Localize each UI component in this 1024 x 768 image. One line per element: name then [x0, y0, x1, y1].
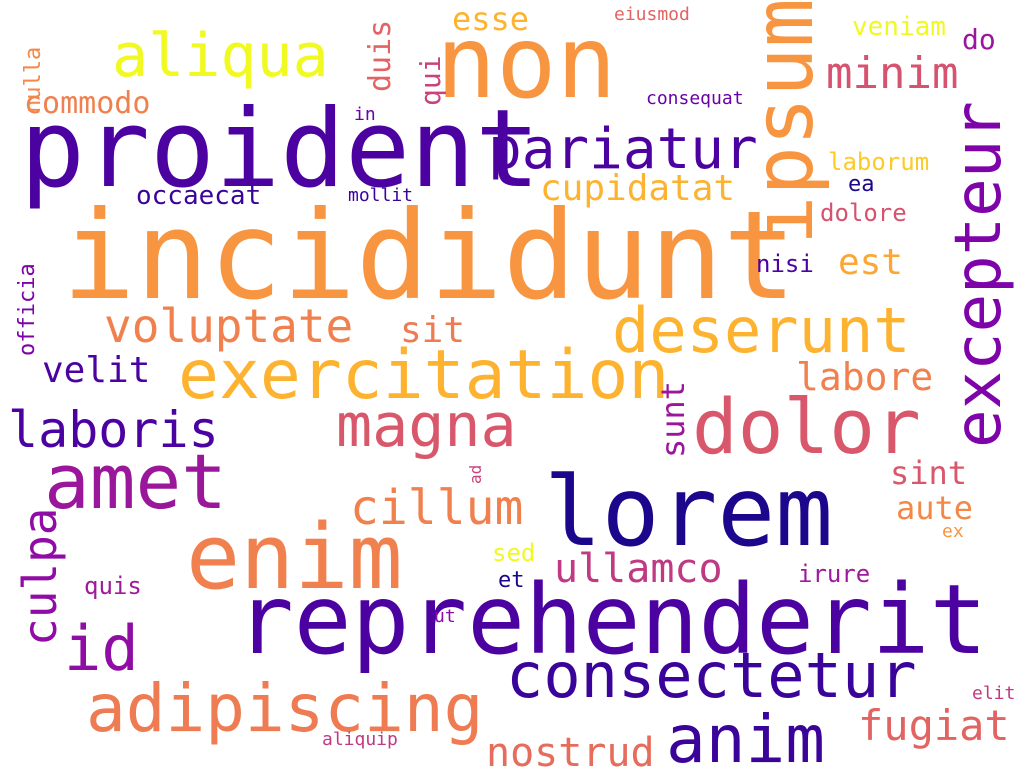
word-culpa: culpa — [13, 508, 67, 646]
word-exercitation: exercitation — [178, 336, 669, 415]
word-laborum: laborum — [828, 148, 929, 176]
word-enim: enim — [186, 505, 403, 610]
word-dolor: dolor — [692, 382, 921, 471]
word-velit: velit — [42, 350, 150, 391]
word-occaecat: occaecat — [136, 181, 261, 211]
word-reprehenderit: reprehenderit — [236, 564, 987, 676]
word-do: do — [962, 23, 996, 56]
word-ipsum: ipsum — [737, 0, 832, 245]
word-dolore: dolore — [820, 199, 907, 227]
word-nostrud: nostrud — [486, 730, 655, 768]
word-amet: amet — [44, 437, 227, 526]
word-sed: sed — [492, 539, 535, 567]
word-labore: labore — [796, 355, 933, 399]
word-excepteur: excepteur — [942, 101, 1016, 448]
word-ea: ea — [848, 172, 875, 197]
word-esse: esse — [452, 0, 529, 38]
word-ullamco: ullamco — [554, 546, 723, 592]
word-eiusmod: eiusmod — [614, 4, 690, 25]
word-in: in — [354, 104, 376, 125]
word-magna: magna — [336, 391, 517, 461]
word-nisi: nisi — [756, 250, 814, 278]
word-veniam: veniam — [852, 12, 946, 42]
word-mollit: mollit — [348, 185, 413, 206]
word-irure: irure — [798, 560, 870, 588]
word-aliquip: aliquip — [322, 729, 398, 750]
word-commodo: commodo — [24, 86, 150, 121]
word-ad: ad — [466, 465, 485, 484]
word-officia: officia — [15, 263, 40, 356]
word-deserunt: deserunt — [612, 294, 911, 367]
word-lorem: lorem — [544, 456, 833, 568]
word-pariatur: pariatur — [488, 117, 758, 182]
word-voluptate: voluptate — [104, 299, 353, 353]
word-consectetur: consectetur — [506, 639, 917, 712]
word-duis: duis — [363, 20, 398, 92]
word-incididunt: incididunt — [62, 185, 797, 327]
word-proident: proident — [20, 87, 540, 212]
word-laboris: laboris — [8, 401, 219, 459]
word-sit: sit — [400, 310, 465, 351]
word-sint: sint — [890, 454, 967, 492]
word-anim: anim — [666, 701, 825, 768]
word-cupidatat: cupidatat — [540, 168, 735, 209]
word-non: non — [436, 4, 617, 121]
word-aute: aute — [896, 489, 973, 527]
word-quis: quis — [84, 572, 142, 600]
word-sunt: sunt — [654, 381, 692, 458]
word-elit: elit — [972, 683, 1015, 704]
word-consequat: consequat — [646, 88, 744, 109]
word-id: id — [64, 612, 139, 685]
word-qui: qui — [414, 55, 447, 106]
word-fugiat: fugiat — [858, 701, 1010, 750]
word-ex: ex — [942, 521, 964, 542]
word-minim: minim — [826, 48, 958, 99]
word-nulla: nulla — [21, 47, 46, 113]
word-cillum: cillum — [350, 480, 523, 536]
word-aliqua: aliqua — [112, 21, 329, 91]
word-et: et — [498, 568, 525, 593]
word-ut: ut — [434, 606, 456, 627]
word-adipiscing: adipiscing — [86, 670, 483, 747]
word-est: est — [838, 242, 903, 283]
